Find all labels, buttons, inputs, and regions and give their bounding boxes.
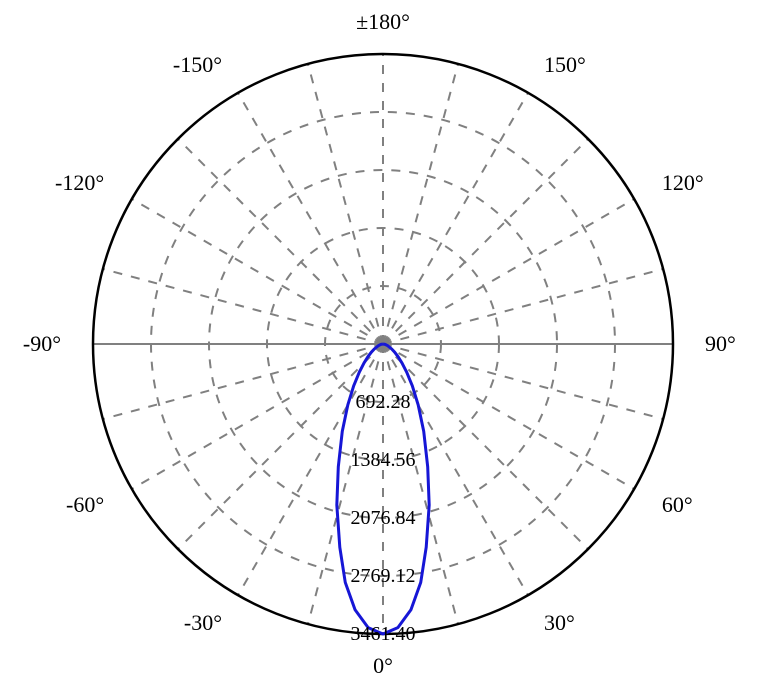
ring-label: 2076.84 xyxy=(351,507,416,529)
angle-label: -120° xyxy=(55,170,104,195)
radial-spoke xyxy=(383,93,528,344)
angle-label: -90° xyxy=(23,331,61,356)
radial-spoke xyxy=(132,199,383,344)
radial-spoke xyxy=(383,199,634,344)
radial-spoke xyxy=(383,344,663,419)
angle-label: -30° xyxy=(184,610,222,635)
angle-label: 0° xyxy=(373,653,393,678)
radial-spoke xyxy=(238,93,383,344)
radial-spoke xyxy=(103,344,383,419)
ring-label: 1384.56 xyxy=(351,449,416,471)
angle-label: 90° xyxy=(705,331,736,356)
angle-label: ±180° xyxy=(356,9,410,34)
angle-label: 120° xyxy=(662,170,704,195)
radial-spoke xyxy=(383,64,458,344)
radial-spoke xyxy=(383,139,588,344)
radial-spoke xyxy=(308,64,383,344)
angle-label: 150° xyxy=(544,52,586,77)
ring-label: 3461.40 xyxy=(351,623,416,645)
radial-spoke xyxy=(178,139,383,344)
radial-spoke xyxy=(103,269,383,344)
ring-label: 692.28 xyxy=(356,391,411,413)
polar-chart: 692.28 1384.56 2076.84 2769.12 3461.40 0° 30° 6… xyxy=(0,0,766,688)
angle-label: -150° xyxy=(173,52,222,77)
ring-label: 2769.12 xyxy=(351,565,416,587)
radial-spoke xyxy=(383,269,663,344)
angle-label: -60° xyxy=(66,492,104,517)
angle-label: 60° xyxy=(662,492,693,517)
angle-label: 30° xyxy=(544,610,575,635)
